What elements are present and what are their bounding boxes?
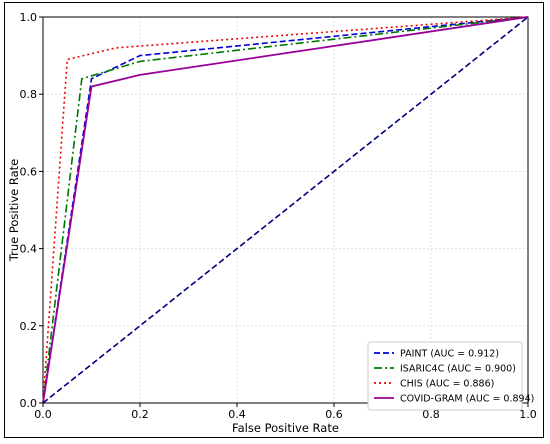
series-line-2 [42, 16, 529, 404]
y-tick-label: 0.6 [20, 165, 38, 178]
x-tick-label: 0.6 [325, 408, 343, 421]
x-axis-label: False Positive Rate [232, 421, 339, 435]
y-tick-label: 0.8 [20, 88, 38, 101]
series-lines [42, 16, 529, 404]
series-line-4 [42, 16, 529, 404]
y-tick-label: 0.0 [20, 397, 38, 410]
y-tick-label: 0.4 [20, 243, 38, 256]
y-tick-label: 0.2 [20, 320, 38, 333]
legend-entry-label: ISARIC4C (AUC = 0.900) [400, 364, 516, 375]
legend-entry-label: COVID-GRAM (AUC = 0.894) [400, 394, 534, 405]
legend-entry-label: CHIS (AUC = 0.886) [400, 379, 494, 390]
legend-box [367, 341, 523, 411]
plot-area [42, 16, 529, 404]
x-tick-label: 0.8 [422, 408, 440, 421]
x-tick-label: 0.0 [34, 408, 52, 421]
x-tick-label: 0.2 [131, 408, 149, 421]
axis-ticks: 0.0 0.2 0.4 0.6 0.8 1.0 0.0 0.2 0.4 0.6 0.8 1.0 [20, 11, 537, 421]
y-tick-label: 1.0 [20, 11, 38, 24]
legend: PAINT (AUC = 0.912) ISARIC4C (AUC = 0.900… [367, 341, 534, 411]
diagonal-reference-line [42, 16, 529, 404]
legend-entry-label: PAINT (AUC = 0.912) [400, 349, 499, 360]
y-axis-label: True Positive Rate [7, 159, 21, 262]
x-tick-label: 1.0 [519, 408, 537, 421]
x-tick-label: 0.4 [228, 408, 246, 421]
series-line-3 [42, 16, 529, 404]
